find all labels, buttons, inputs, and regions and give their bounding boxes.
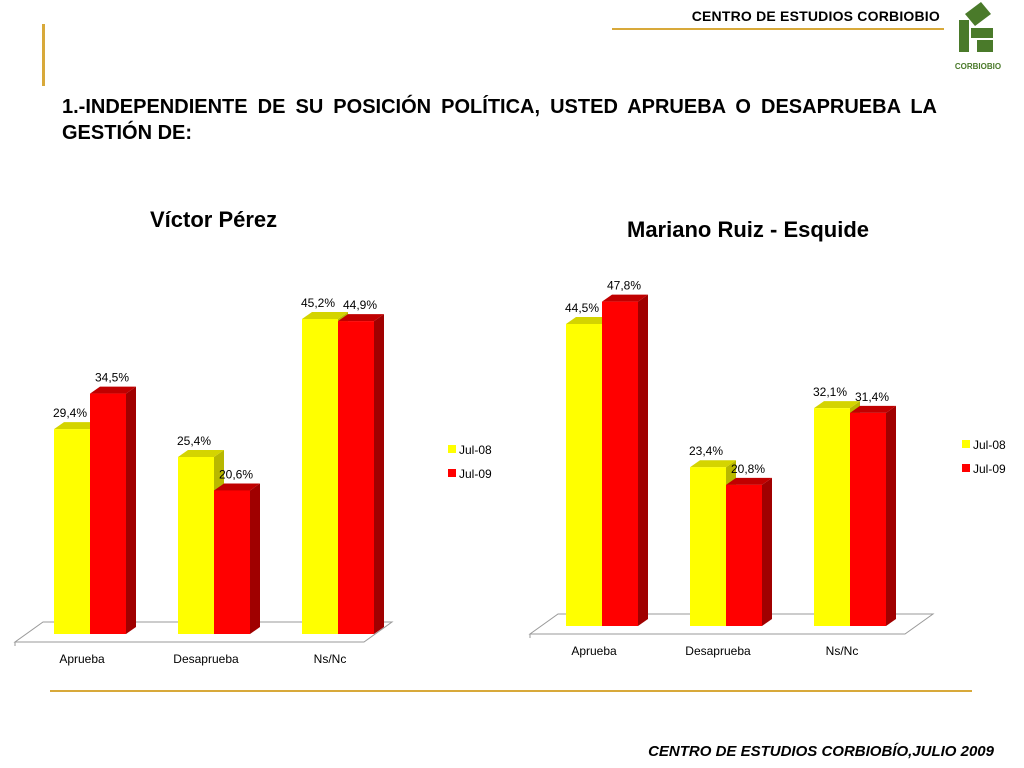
chart-title-mariano-ruiz: Mariano Ruiz - Esquide bbox=[627, 217, 870, 242]
category-label-aprueba: Aprueba bbox=[59, 652, 105, 666]
legend-swatch-jul-09 bbox=[962, 464, 970, 472]
bar-jul-09-ns-nc bbox=[850, 412, 886, 626]
bar-jul-09-ns-nc bbox=[338, 321, 374, 634]
chart-title-victor-perez: Víctor Pérez bbox=[150, 207, 278, 232]
data-label-jul-09-desaprueba: 20,8% bbox=[731, 462, 765, 476]
header-divider bbox=[42, 24, 45, 86]
bar-top-jul-08-ns-nc bbox=[302, 312, 348, 319]
data-label-jul-09-ns-nc: 44,9% bbox=[343, 298, 377, 312]
bar-top-jul-09-desaprueba bbox=[214, 483, 260, 491]
bar-top-jul-09-aprueba bbox=[90, 386, 136, 394]
bar-jul-08-ns-nc bbox=[302, 319, 338, 634]
bar-jul-09-desaprueba bbox=[214, 490, 250, 634]
data-label-jul-08-aprueba: 29,4% bbox=[53, 406, 87, 420]
legend-swatch-jul-09 bbox=[448, 469, 456, 477]
logo-right-bar bbox=[977, 40, 993, 52]
category-label-aprueba: Aprueba bbox=[571, 644, 617, 658]
bar-side-jul-09-aprueba bbox=[638, 294, 648, 626]
footer-text: CENTRO DE ESTUDIOS CORBIOBÍO,JULIO 2009 bbox=[648, 743, 994, 760]
data-label-jul-09-desaprueba: 20,6% bbox=[219, 467, 253, 481]
bar-side-jul-09-aprueba bbox=[126, 386, 136, 634]
legend-label-jul-09: Jul-09 bbox=[973, 462, 1006, 476]
legend-label-jul-08: Jul-08 bbox=[459, 443, 492, 457]
data-label-jul-08-desaprueba: 25,4% bbox=[177, 434, 211, 448]
bar-top-jul-09-ns-nc bbox=[850, 405, 896, 413]
data-label-jul-08-aprueba: 44,5% bbox=[565, 301, 599, 315]
legend-label-jul-08: Jul-08 bbox=[973, 438, 1006, 452]
bar-side-jul-09-ns-nc bbox=[374, 314, 384, 634]
bar-side-jul-09-desaprueba bbox=[250, 483, 260, 634]
header-underline bbox=[612, 28, 944, 30]
legend-label-jul-09: Jul-09 bbox=[459, 467, 492, 481]
data-label-jul-09-aprueba: 34,5% bbox=[95, 371, 129, 385]
bar-top-jul-08-desaprueba bbox=[178, 449, 224, 457]
bar-jul-08-aprueba bbox=[54, 429, 90, 634]
legend-swatch-jul-08 bbox=[962, 440, 970, 448]
bar-top-jul-08-desaprueba bbox=[690, 460, 736, 468]
data-label-jul-08-ns-nc: 45,2% bbox=[301, 296, 335, 310]
logo-mid-bar bbox=[971, 28, 993, 38]
bar-side-jul-09-desaprueba bbox=[762, 477, 772, 626]
bar-top-jul-08-ns-nc bbox=[814, 401, 860, 409]
legend-swatch-jul-08 bbox=[448, 445, 456, 453]
bar-jul-09-aprueba bbox=[90, 393, 126, 634]
category-label-desaprueba: Desaprueba bbox=[685, 644, 751, 658]
data-label-jul-08-ns-nc: 32,1% bbox=[813, 385, 847, 399]
bar-jul-08-desaprueba bbox=[690, 467, 726, 626]
bar-top-jul-09-desaprueba bbox=[726, 477, 772, 485]
category-label-ns-nc: Ns/Nc bbox=[314, 652, 347, 666]
bar-jul-09-aprueba bbox=[602, 301, 638, 626]
category-label-ns-nc: Ns/Nc bbox=[826, 644, 859, 658]
header-org: CENTRO DE ESTUDIOS CORBIOBIO bbox=[691, 8, 940, 24]
bar-top-jul-09-aprueba bbox=[602, 294, 648, 302]
bar-jul-08-ns-nc bbox=[814, 408, 850, 626]
corbiobio-logo: CORBIOBIO bbox=[955, 2, 1001, 71]
data-label-jul-09-aprueba: 47,8% bbox=[607, 279, 641, 293]
bar-jul-08-desaprueba bbox=[178, 456, 214, 634]
logo-text: CORBIOBIO bbox=[955, 62, 1001, 71]
bar-side-jul-09-ns-nc bbox=[886, 405, 896, 626]
bar-top-jul-08-aprueba bbox=[54, 422, 100, 430]
data-label-jul-08-desaprueba: 23,4% bbox=[689, 444, 723, 458]
bar-jul-09-desaprueba bbox=[726, 484, 762, 626]
data-label-jul-09-ns-nc: 31,4% bbox=[855, 390, 889, 404]
bar-top-jul-09-ns-nc bbox=[338, 314, 384, 322]
logo-diamond bbox=[965, 2, 991, 26]
footer-line bbox=[50, 690, 972, 692]
logo-left-bar bbox=[959, 20, 969, 52]
bar-top-jul-08-aprueba bbox=[566, 317, 612, 324]
question-text: 1.-INDEPENDIENTE DE SU POSICIÓN POLÍTICA… bbox=[62, 96, 937, 144]
bar-jul-08-aprueba bbox=[566, 324, 602, 626]
category-label-desaprueba: Desaprueba bbox=[173, 652, 239, 666]
